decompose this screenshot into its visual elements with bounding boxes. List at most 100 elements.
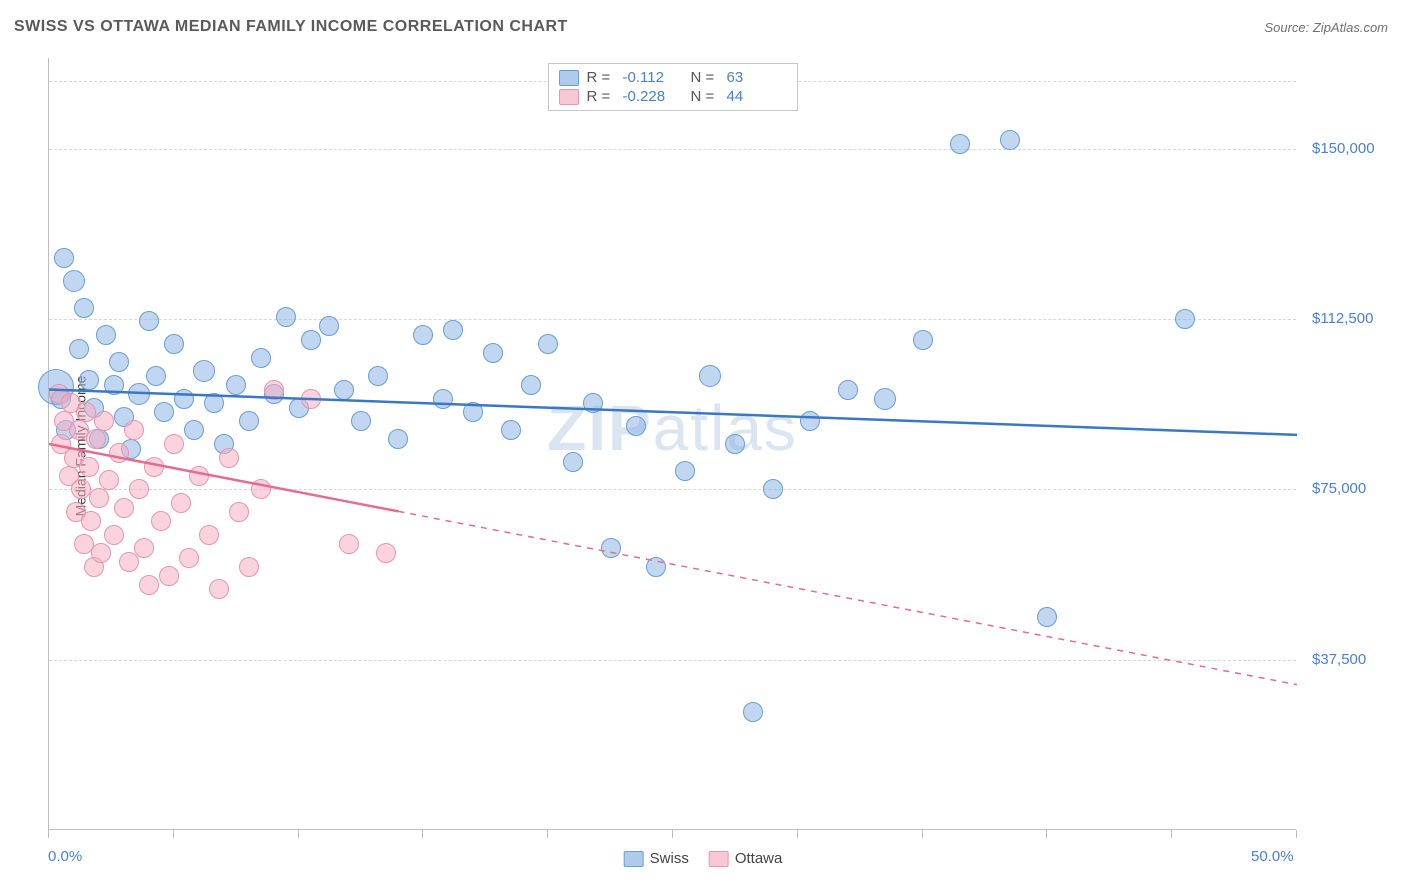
data-point xyxy=(99,470,119,490)
data-point xyxy=(800,411,820,431)
data-point xyxy=(376,543,396,563)
data-point xyxy=(94,411,114,431)
data-point xyxy=(219,448,239,468)
data-point xyxy=(79,370,99,390)
gridline xyxy=(49,660,1296,661)
data-point xyxy=(388,429,408,449)
data-point xyxy=(204,393,224,413)
data-point xyxy=(54,248,74,268)
legend-label: Swiss xyxy=(650,850,689,867)
n-label: N = xyxy=(691,88,719,105)
y-tick-label: $75,000 xyxy=(1312,480,1366,497)
x-tick-mark xyxy=(1046,830,1047,838)
data-point xyxy=(209,579,229,599)
data-point xyxy=(725,434,745,454)
data-point xyxy=(151,511,171,531)
data-point xyxy=(128,383,150,405)
legend-item: Ottawa xyxy=(709,850,783,867)
x-tick-mark xyxy=(48,830,49,838)
x-tick-label: 0.0% xyxy=(48,848,82,865)
data-point xyxy=(174,389,194,409)
data-point xyxy=(301,389,321,409)
data-point xyxy=(239,411,259,431)
data-point xyxy=(583,393,603,413)
legend-item: Swiss xyxy=(624,850,689,867)
x-tick-mark xyxy=(422,830,423,838)
x-tick-mark xyxy=(1171,830,1172,838)
data-point xyxy=(626,416,646,436)
legend-label: Ottawa xyxy=(735,850,783,867)
data-point xyxy=(226,375,246,395)
data-point xyxy=(601,538,621,558)
data-point xyxy=(146,366,166,386)
data-point xyxy=(164,434,184,454)
x-tick-label: 50.0% xyxy=(1251,848,1294,865)
data-point xyxy=(339,534,359,554)
swatch-pink-icon xyxy=(709,851,729,867)
data-point xyxy=(184,420,204,440)
x-tick-mark xyxy=(547,830,548,838)
data-point xyxy=(351,411,371,431)
watermark-rest: atlas xyxy=(653,392,798,464)
data-point xyxy=(763,479,783,499)
data-point xyxy=(913,330,933,350)
data-point xyxy=(109,443,129,463)
r-label: R = xyxy=(587,69,615,86)
data-point xyxy=(251,479,271,499)
data-point xyxy=(334,380,354,400)
data-point xyxy=(646,557,666,577)
data-point xyxy=(229,502,249,522)
data-point xyxy=(91,543,111,563)
data-point xyxy=(319,316,339,336)
data-point xyxy=(368,366,388,386)
data-point xyxy=(264,380,284,400)
data-point xyxy=(521,375,541,395)
n-label: N = xyxy=(691,69,719,86)
data-point xyxy=(104,525,124,545)
data-point xyxy=(96,325,116,345)
x-tick-mark xyxy=(797,830,798,838)
x-tick-mark xyxy=(1296,830,1297,838)
data-point xyxy=(144,457,164,477)
data-point xyxy=(81,511,101,531)
n-value-swiss: 63 xyxy=(727,69,787,86)
x-tick-mark xyxy=(672,830,673,838)
legend-series: Swiss Ottawa xyxy=(624,850,783,867)
gridline xyxy=(49,149,1296,150)
data-point xyxy=(538,334,558,354)
data-point xyxy=(86,429,106,449)
data-point xyxy=(193,360,215,382)
y-tick-label: $150,000 xyxy=(1312,140,1375,157)
data-point xyxy=(838,380,858,400)
swatch-blue-icon xyxy=(624,851,644,867)
plot-area: ZIPatlas R = -0.112 N = 63 R = -0.228 N … xyxy=(48,58,1296,830)
data-point xyxy=(483,343,503,363)
data-point xyxy=(104,375,124,395)
data-point xyxy=(89,488,109,508)
chart-container: SWISS VS OTTAWA MEDIAN FAMILY INCOME COR… xyxy=(0,0,1406,892)
gridline xyxy=(49,489,1296,490)
source-label: Source: ZipAtlas.com xyxy=(1264,20,1388,35)
n-value-ottawa: 44 xyxy=(727,88,787,105)
data-point xyxy=(189,466,209,486)
data-point xyxy=(199,525,219,545)
data-point xyxy=(251,348,271,368)
data-point xyxy=(1175,309,1195,329)
x-tick-mark xyxy=(922,830,923,838)
data-point xyxy=(74,298,94,318)
trendline-dashed xyxy=(398,511,1297,684)
data-point xyxy=(699,365,721,387)
r-value-ottawa: -0.228 xyxy=(623,88,683,105)
data-point xyxy=(114,498,134,518)
r-value-swiss: -0.112 xyxy=(623,69,683,86)
data-point xyxy=(463,402,483,422)
data-point xyxy=(443,320,463,340)
swatch-pink-icon xyxy=(559,89,579,105)
chart-title: SWISS VS OTTAWA MEDIAN FAMILY INCOME COR… xyxy=(14,18,568,36)
trend-lines xyxy=(49,58,1297,830)
legend-stats-row-ottawa: R = -0.228 N = 44 xyxy=(559,87,787,106)
data-point xyxy=(134,538,154,558)
data-point xyxy=(159,566,179,586)
data-point xyxy=(63,270,85,292)
x-tick-mark xyxy=(298,830,299,838)
